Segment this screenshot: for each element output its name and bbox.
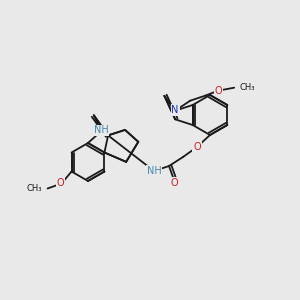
- Text: O: O: [57, 178, 64, 188]
- Text: O: O: [193, 142, 201, 152]
- Text: O: O: [170, 178, 178, 188]
- Text: CH₃: CH₃: [239, 83, 255, 92]
- Text: N: N: [172, 105, 179, 115]
- Text: O: O: [214, 86, 222, 96]
- Text: NH: NH: [94, 125, 108, 135]
- Text: CH₃: CH₃: [26, 184, 41, 193]
- Text: NH: NH: [147, 166, 161, 176]
